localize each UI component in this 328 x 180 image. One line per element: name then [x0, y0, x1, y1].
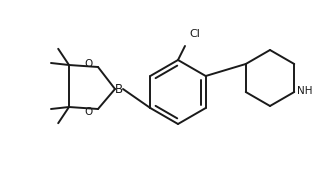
Text: O: O [85, 59, 93, 69]
Text: B: B [115, 82, 123, 96]
Text: NH: NH [297, 86, 313, 96]
Text: Cl: Cl [189, 29, 200, 39]
Text: O: O [85, 107, 93, 117]
